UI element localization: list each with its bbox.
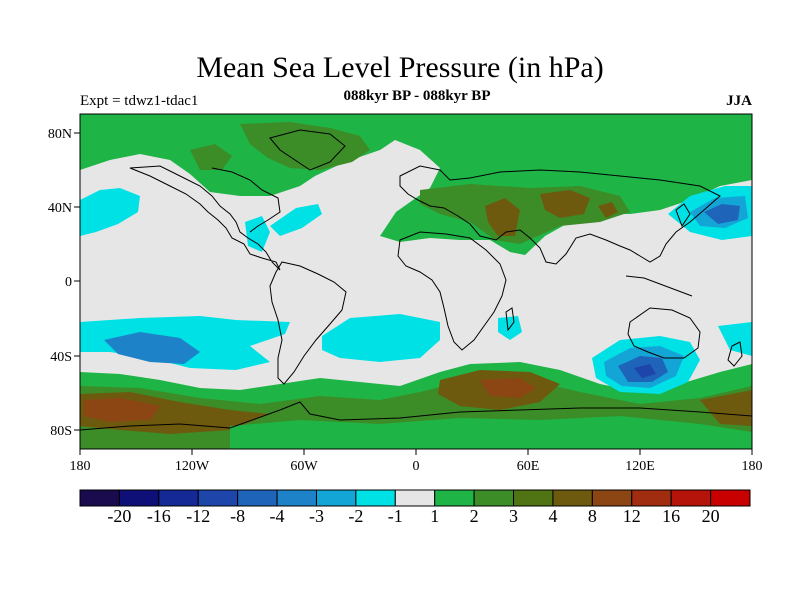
colorbar-label: -16 (146, 506, 171, 526)
coast-greenland (269, 129, 346, 171)
contour-southeast-olive (700, 390, 752, 426)
coast-eurasia (399, 165, 721, 265)
contour-southpacific-blue (104, 332, 200, 364)
x-tick-label: 180 (742, 459, 763, 474)
contour-tasman-cyan (718, 322, 752, 356)
contour-northpacific-cyan (80, 188, 140, 236)
contour-canada-darkgreen (190, 144, 232, 170)
colorbar-swatch (473, 489, 515, 507)
colorbar-label: -1 (387, 506, 403, 526)
x-tick-label: 120E (625, 459, 655, 474)
x-tick-label: 60E (517, 459, 540, 474)
colorbar-label: -4 (269, 506, 285, 526)
coast-na-east (211, 167, 281, 233)
contour-caribbean-cyan (245, 216, 270, 252)
colorbar (79, 489, 751, 507)
colorbar-swatch (591, 489, 633, 507)
contour-arabia-olive (485, 198, 520, 236)
colorbar-swatch (670, 489, 712, 507)
coastlines (80, 129, 752, 431)
colorbar-swatch (355, 489, 396, 507)
y-tick-label: 80N (48, 127, 72, 142)
colorbar-swatch (79, 489, 120, 507)
contour-greenland-darkgreen (240, 122, 370, 170)
coast-antarctica (80, 401, 752, 431)
coast-australia (627, 307, 701, 359)
colorbar-label: 20 (701, 506, 720, 526)
contour-centralasia-olive (540, 190, 590, 218)
y-tick-label: 80S (50, 424, 72, 439)
coast-south-america (269, 261, 347, 385)
y-tick-label: 0 (65, 275, 72, 290)
colorbar-label: -8 (230, 506, 246, 526)
chart-subtitle: 088kyr BP - 088kyr BP (343, 88, 491, 104)
colorbar-label: 8 (587, 506, 597, 526)
colorbar-label: 4 (548, 506, 558, 526)
contour-arctic-green (80, 114, 752, 255)
colorbar-label: 2 (469, 506, 479, 526)
colorbar-label: -20 (107, 506, 132, 526)
contour-southpacific-brown (84, 398, 160, 422)
colorbar-swatch (197, 489, 239, 507)
colorbar-label: -2 (348, 506, 364, 526)
coast-madagascar (505, 307, 515, 332)
colorbar-swatch (118, 489, 160, 507)
colorbar-label: -3 (308, 506, 324, 526)
coast-new-zealand (727, 341, 743, 367)
contour-china-olive (598, 202, 618, 218)
colorbar-label: -12 (186, 506, 211, 526)
coast-north-america (129, 165, 281, 271)
x-tick-label: 120W (175, 459, 210, 474)
colorbar-swatch (631, 489, 672, 507)
coast-japan (675, 203, 691, 228)
contour-northwestpacific-blue (704, 204, 740, 224)
season-label: JJA (726, 93, 752, 109)
colorbar-label: 12 (622, 506, 641, 526)
x-tick-label: 60W (290, 459, 318, 474)
colorbar-label: 1 (430, 506, 440, 526)
colorbar-swatch (513, 489, 554, 507)
colorbar-swatch (710, 489, 751, 507)
contour-antarctic-green (230, 416, 752, 449)
axis-ticks (74, 132, 753, 455)
colorbar-swatch (394, 489, 436, 507)
y-tick-label: 40N (48, 201, 72, 216)
colorbar-swatch (237, 489, 278, 507)
contour-atlantic-cyan (270, 204, 322, 236)
map-plot-area (80, 114, 752, 449)
colorbar-swatch (276, 489, 317, 507)
colorbar-swatch (552, 489, 593, 507)
contour-southindian-deepblue (634, 364, 656, 378)
contour-southindian-brown (480, 378, 536, 398)
coast-indonesia (625, 275, 693, 297)
colorbar-swatch (315, 489, 357, 507)
coast-africa (397, 231, 507, 351)
x-tick-label: 180 (70, 459, 91, 474)
colorbar-label: 16 (662, 506, 681, 526)
experiment-label: Expt = tdwz1-tdac1 (80, 93, 199, 109)
x-tick-label: 0 (413, 459, 420, 474)
colorbar-label: 3 (509, 506, 519, 526)
y-tick-label: 40S (50, 350, 72, 365)
colorbar-swatch (434, 489, 475, 507)
contour-southatlantic-cyan (322, 314, 440, 362)
colorbar-swatch (158, 489, 199, 507)
chart-title: Mean Sea Level Pressure (in hPa) (196, 51, 604, 84)
